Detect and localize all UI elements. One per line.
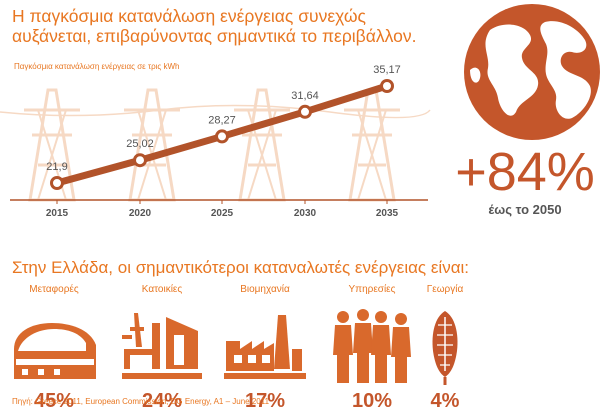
x-tick-label: 2015 [46, 208, 69, 219]
energy-line-chart: 21,9 25,02 28,27 31,64 35,17 2015 2020 2025 203… [0, 64, 431, 219]
source-note: Πηγή: Greece 2011, European Commission, … [12, 397, 270, 406]
data-point [380, 79, 394, 93]
power-tower [344, 88, 400, 202]
sector-percent: 24% [141, 390, 183, 412]
section-title: Στην Ελλάδα, οι σημαντικότεροι καταναλωτ… [12, 258, 470, 277]
data-point [50, 176, 64, 190]
headline: Η παγκόσμια κατανάλωση ενέργειας συνεχώς… [12, 6, 417, 46]
data-label: 31,64 [291, 90, 319, 102]
globe-icon [464, 4, 600, 140]
train-icon [14, 323, 96, 379]
growth-value: +84% [455, 142, 595, 202]
house-icon [122, 313, 202, 379]
sector-percent: 17% [244, 390, 286, 412]
sector-percent: 4% [430, 390, 460, 412]
power-cable [0, 104, 431, 119]
data-point [215, 129, 229, 144]
x-tick-label: 2035 [376, 208, 399, 219]
sector-transport: Μεταφορές 45% [4, 283, 104, 413]
corn-icon [432, 311, 458, 385]
x-tick-label: 2025 [211, 208, 234, 219]
sector-name: Μεταφορές [29, 284, 79, 295]
sector-name: Υπηρεσίες [348, 284, 396, 295]
factory-icon [224, 315, 306, 379]
x-tick-label: 2020 [129, 208, 152, 219]
data-label: 28,27 [208, 114, 236, 126]
data-point [133, 153, 147, 168]
sector-industry: Βιομηχανία 17% [215, 283, 315, 413]
people-icon [333, 309, 411, 383]
growth-subtitle: έως το 2050 [488, 202, 562, 217]
sector-percent: 10% [351, 390, 393, 412]
sector-agriculture: Γεωργία 4% [395, 283, 495, 413]
data-label: 25,02 [126, 138, 154, 150]
sector-name: Γεωργία [426, 284, 464, 295]
data-label: 35,17 [373, 64, 401, 76]
data-point [298, 104, 312, 119]
sector-percent: 45% [33, 390, 75, 412]
sector-housing: Κατοικίες 24% [112, 283, 212, 413]
chart-y-label: Παγκόσμια κατανάλωση ενέργειας σε τρις k… [14, 62, 180, 71]
sector-name: Κατοικίες [141, 284, 183, 295]
data-label: 21,9 [46, 161, 67, 173]
x-tick-label: 2030 [294, 208, 317, 219]
sector-name: Βιομηχανία [240, 284, 290, 295]
sector-services: Υπηρεσίες 10% [322, 283, 422, 413]
